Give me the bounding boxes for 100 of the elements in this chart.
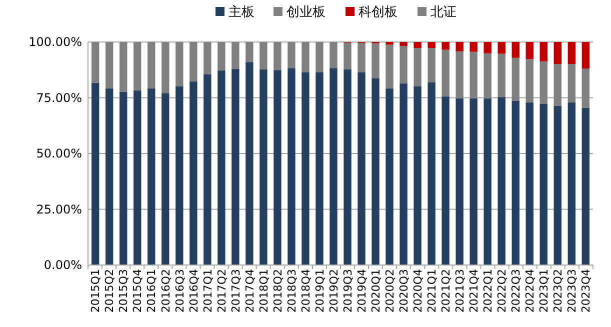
bar — [540, 104, 548, 265]
x-tick-label: 2015Q2 — [103, 269, 116, 313]
bar — [372, 43, 380, 78]
bar — [134, 90, 142, 265]
x-tick-label: 2021Q3 — [453, 269, 466, 313]
x-tick-label: 2015Q4 — [131, 269, 144, 313]
bar — [148, 42, 156, 88]
x-tick-label: 2022Q1 — [481, 269, 494, 313]
x-tick-label: 2019Q1 — [313, 269, 326, 313]
bar — [176, 86, 184, 265]
x-tick-label: 2017Q4 — [243, 269, 256, 313]
bar — [232, 68, 240, 265]
bar — [358, 72, 366, 265]
bar — [470, 42, 478, 52]
x-tick-label: 2019Q3 — [341, 269, 354, 313]
x-tick-label: 2019Q4 — [355, 269, 368, 313]
bar — [512, 58, 520, 101]
bar — [148, 88, 156, 265]
x-tick-label: 2017Q2 — [215, 269, 228, 313]
bar — [484, 98, 492, 265]
x-tick-label: 2023Q4 — [579, 269, 592, 313]
x-tick-label: 2018Q3 — [285, 269, 298, 313]
bar — [526, 42, 534, 60]
y-tick-label: 25.00% — [36, 202, 82, 216]
bar — [274, 70, 282, 265]
bar — [260, 69, 268, 265]
x-tick-label: 2017Q1 — [201, 269, 214, 313]
bar — [540, 61, 548, 104]
bar — [428, 82, 436, 265]
bar — [442, 96, 450, 265]
y-tick-label: 50.00% — [36, 146, 82, 161]
bar — [330, 68, 338, 265]
bar — [316, 42, 324, 72]
x-tick-label: 2016Q3 — [173, 269, 186, 313]
x-tick-label: 2023Q1 — [537, 269, 550, 313]
x-tick-label: 2016Q2 — [159, 269, 172, 313]
x-tick-label: 2021Q2 — [439, 269, 452, 313]
bar — [400, 83, 408, 265]
bar — [554, 42, 562, 64]
bar — [428, 48, 436, 82]
x-tick-label: 2023Q2 — [551, 269, 564, 313]
x-tick-label: 2020Q2 — [383, 269, 396, 313]
bar — [176, 42, 184, 86]
bar — [582, 108, 590, 265]
bar — [218, 70, 226, 265]
x-tick-label: 2018Q1 — [257, 269, 270, 313]
bar — [498, 42, 506, 54]
bar — [582, 42, 590, 69]
bar — [498, 54, 506, 98]
bar — [498, 97, 506, 265]
bar — [204, 74, 212, 265]
bar — [512, 42, 520, 58]
bar — [414, 86, 422, 265]
x-tick-label: 2020Q3 — [397, 269, 410, 313]
bar — [344, 42, 352, 70]
bar — [246, 42, 254, 62]
legend-label: 科创板 — [358, 5, 398, 20]
bar — [568, 64, 576, 102]
bar — [260, 42, 268, 70]
bar — [386, 44, 394, 88]
bar — [456, 42, 464, 52]
bar — [554, 106, 562, 265]
bar — [134, 42, 142, 90]
bar — [568, 42, 576, 64]
bar — [540, 42, 548, 62]
bar — [400, 46, 408, 84]
bar — [232, 42, 240, 69]
bar — [302, 42, 310, 72]
bar — [568, 102, 576, 265]
x-tick-label: 2017Q3 — [229, 269, 242, 313]
bar — [442, 42, 450, 50]
x-tick-label: 2015Q1 — [89, 269, 102, 313]
x-tick-label: 2016Q4 — [187, 269, 200, 313]
bar — [456, 98, 464, 265]
bar — [204, 42, 212, 74]
x-tick-label: 2021Q4 — [467, 269, 480, 313]
bar — [512, 100, 520, 265]
bar — [344, 69, 352, 265]
bar — [106, 42, 114, 88]
bar — [400, 42, 408, 46]
bar — [246, 62, 254, 265]
x-tick-label: 2022Q2 — [495, 269, 508, 313]
bar — [442, 50, 450, 96]
bar — [92, 82, 100, 265]
bar — [372, 78, 380, 265]
x-tick-label: 2015Q3 — [117, 269, 130, 313]
bar — [386, 88, 394, 265]
bar — [288, 68, 296, 265]
bar — [330, 42, 338, 68]
bar — [274, 42, 282, 70]
x-tick-label: 2022Q4 — [523, 269, 536, 313]
legend-label: 北证 — [430, 5, 456, 20]
bar — [288, 42, 296, 68]
bar — [162, 93, 170, 265]
bar — [92, 42, 100, 83]
x-tick-label: 2016Q1 — [145, 269, 158, 313]
bar — [386, 42, 394, 45]
bar — [358, 42, 366, 72]
x-tick-label: 2021Q1 — [425, 269, 438, 313]
bar — [414, 42, 422, 48]
